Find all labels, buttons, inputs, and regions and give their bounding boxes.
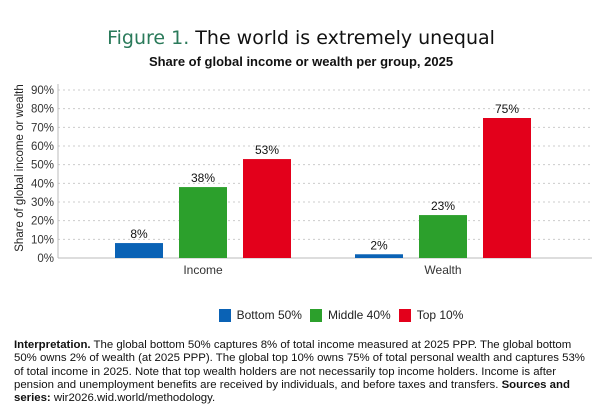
x-tick-label: Wealth: [424, 263, 461, 277]
figure-title-text: The world is extremely unequal: [195, 27, 495, 49]
bar-bottom-50--wealth: [355, 254, 403, 258]
legend-label: Middle 40%: [327, 308, 391, 322]
figure-label: Figure 1.: [107, 27, 190, 49]
y-tick-label: 30%: [31, 197, 54, 209]
legend-label: Bottom 50%: [236, 308, 302, 322]
legend-swatch: [218, 308, 231, 322]
y-tick-label: 40%: [31, 178, 54, 190]
data-label: 2%: [370, 238, 388, 252]
data-label: 75%: [495, 102, 519, 116]
bar-top-10--wealth: [483, 118, 531, 258]
legend-item: Top 10%: [398, 308, 464, 322]
interp-text: The global bottom 50% captures 8% of tot…: [14, 339, 585, 391]
legend-item: Middle 40%: [309, 308, 391, 322]
y-tick-label: 50%: [31, 160, 54, 172]
data-label: 53%: [255, 143, 279, 157]
y-tick-label: 20%: [31, 216, 54, 228]
y-tick-label: 70%: [31, 122, 54, 134]
y-axis-label: Share of global income or wealth: [14, 84, 26, 252]
y-tick-label: 80%: [31, 104, 54, 116]
bar-chart: Share of global income or wealth per gro…: [14, 54, 592, 277]
bar-top-10--income: [243, 159, 291, 258]
data-label: 8%: [130, 227, 148, 241]
legend: Bottom 50% Middle 40% Top 10%: [0, 308, 602, 322]
sources-text: wir2026.wid.world/methodology.: [50, 392, 216, 405]
bar-middle-40--wealth: [419, 215, 467, 258]
bar-middle-40--income: [179, 187, 227, 258]
figure-title: Figure 1. The world is extremely unequal: [0, 27, 602, 49]
y-tick-label: 0%: [37, 253, 54, 265]
legend-swatch: [309, 308, 322, 322]
y-tick-label: 90%: [31, 85, 54, 97]
legend-label: Top 10%: [416, 308, 464, 322]
chart-title: Share of global income or wealth per gro…: [149, 54, 453, 69]
sources-label: Sources and series:: [14, 378, 570, 405]
bar-bottom-50--income: [115, 243, 163, 258]
y-tick-label: 60%: [31, 141, 54, 153]
data-label: 38%: [191, 171, 215, 185]
data-label: 23%: [431, 199, 455, 213]
x-tick-label: Income: [183, 263, 223, 277]
legend-item: Bottom 50%: [218, 308, 302, 322]
y-tick-label: 10%: [31, 234, 54, 246]
legend-swatch: [398, 308, 411, 322]
interpretation-note: Interpretation. The global bottom 50% ca…: [14, 339, 594, 405]
interp-label: Interpretation.: [14, 339, 91, 351]
